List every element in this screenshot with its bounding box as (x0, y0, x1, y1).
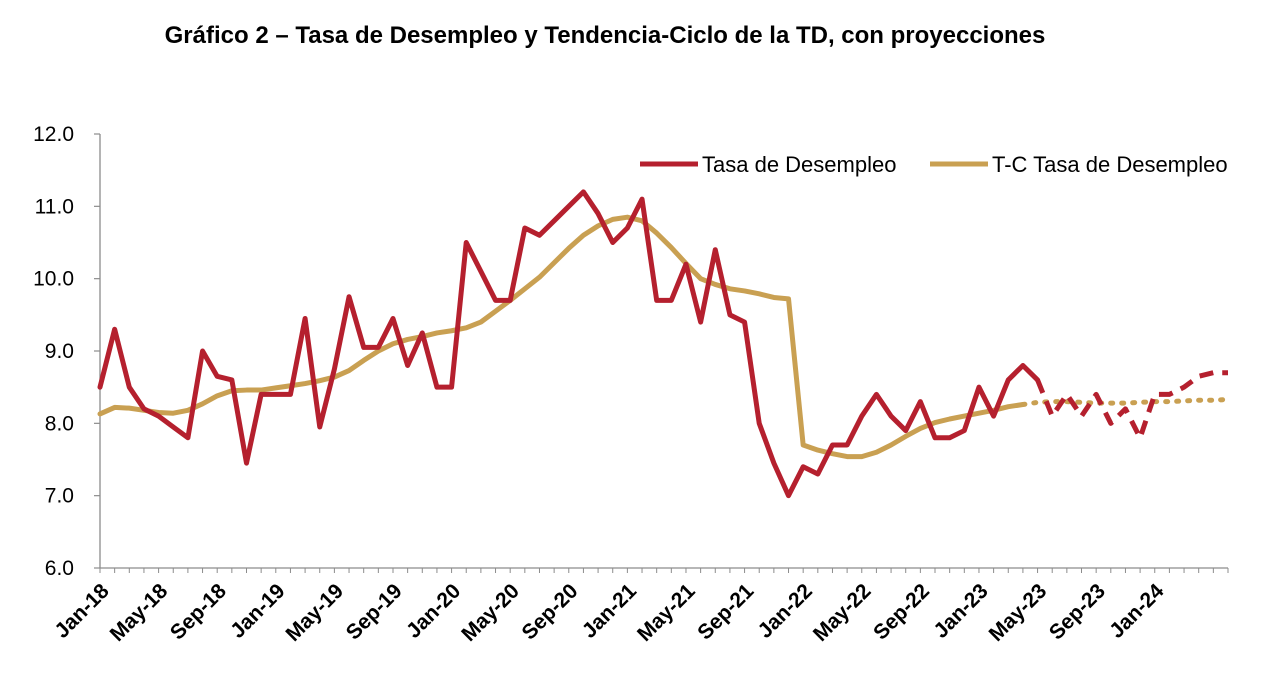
x-tick-label: Sep-20 (518, 579, 583, 644)
y-tick-label: 10.0 (33, 268, 74, 291)
chart-title: Gráfico 2 – Tasa de Desempleo y Tendenci… (164, 22, 1046, 49)
x-tick-label: Sep-23 (1045, 579, 1110, 644)
chart-legend: Tasa de Desempleo T-C Tasa de Desempleo (640, 152, 1228, 177)
y-tick-label: 6.0 (45, 557, 74, 580)
x-tick-label: Sep-21 (693, 579, 758, 644)
y-tick-label: 12.0 (33, 123, 74, 146)
y-tick-label: 11.0 (35, 195, 74, 218)
x-tick-label: Sep-22 (869, 579, 934, 644)
y-axis-ticks: 6.0 7.0 8.0 9.0 10.0 11.0 12.0 (33, 123, 100, 580)
x-tick-label: Jan-23 (929, 579, 992, 642)
x-tick-label: Jan-20 (402, 579, 465, 642)
y-tick-label: 9.0 (45, 340, 74, 363)
x-tick-label: Jan-21 (578, 579, 642, 643)
x-tick-label: Jan-18 (50, 579, 114, 643)
x-tick-label: Sep-18 (166, 579, 231, 644)
chart-series (97, 189, 1231, 499)
y-tick-label: 7.0 (45, 485, 74, 508)
legend-label-tc-tasa-desempleo: T-C Tasa de Desempleo (992, 152, 1228, 177)
x-tick-label: Jan-19 (226, 579, 289, 642)
x-tick-label: May-20 (457, 579, 524, 646)
y-tick-label: 8.0 (45, 412, 74, 435)
legend-label-tasa-desempleo: Tasa de Desempleo (702, 152, 896, 177)
x-tick-label: May-22 (809, 579, 876, 646)
tc-tasa-desempleo-line (97, 214, 1026, 460)
x-tick-label: May-19 (282, 579, 349, 646)
x-tick-label: May-21 (633, 579, 700, 646)
tc-tasa-desempleo-projection-line (1020, 396, 1231, 408)
x-tick-label: Jan-22 (754, 579, 817, 642)
chart-axes (99, 134, 1228, 569)
x-axis-ticks: Jan-18May-18Sep-18Jan-19May-19Sep-19Jan-… (50, 568, 1229, 646)
x-tick-label: May-18 (106, 579, 173, 646)
tasa-desempleo-projection-line (1035, 370, 1228, 441)
x-tick-label: Jan-24 (1105, 579, 1169, 643)
x-tick-label: Sep-19 (342, 579, 407, 644)
tasa-desempleo-line (97, 189, 1041, 499)
x-tick-label: May-23 (985, 579, 1052, 646)
